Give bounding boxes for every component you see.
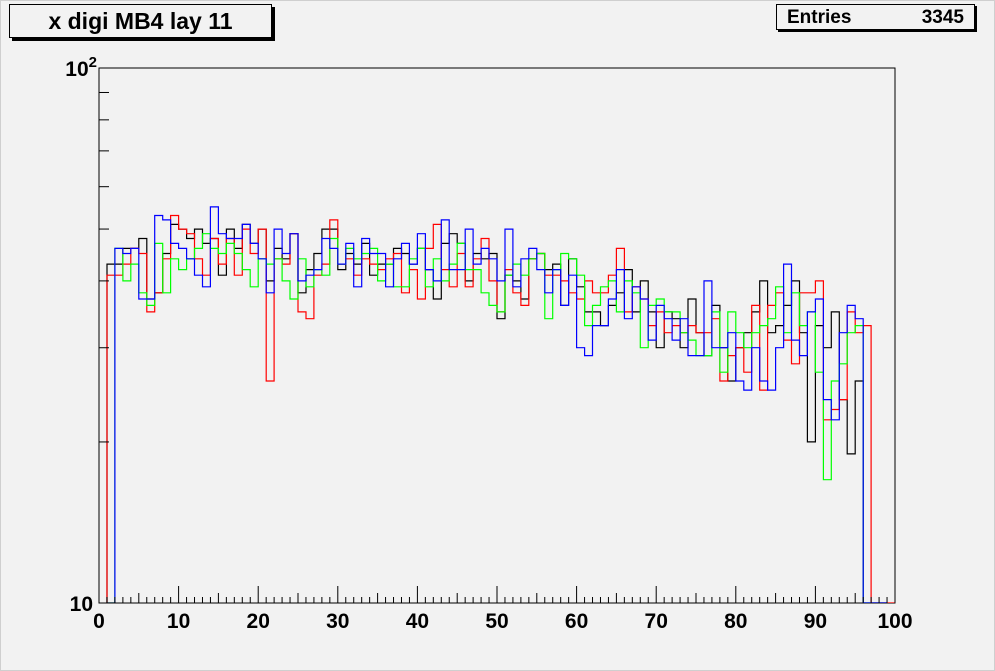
- x-tick-label: 90: [804, 610, 827, 633]
- series-line-3: [107, 206, 887, 603]
- stats-box: Entries 3345: [776, 4, 975, 30]
- x-tick-label: 100: [877, 610, 912, 633]
- x-tick-label: 80: [724, 610, 747, 633]
- stats-value: 3345: [921, 7, 964, 28]
- x-tick-label: 0: [93, 610, 105, 633]
- x-tick-label: 10: [167, 610, 190, 633]
- x-tick-label: 20: [247, 610, 270, 633]
- stats-label: Entries: [787, 7, 852, 28]
- plot-frame: [98, 67, 896, 604]
- series-line-1: [106, 214, 895, 603]
- x-tick-label: 30: [326, 610, 349, 633]
- x-tick-label: 70: [645, 610, 668, 633]
- x-tick-label: 60: [565, 610, 588, 633]
- x-tick-label: 50: [485, 610, 508, 633]
- chart-title-box: x digi MB4 lay 11: [9, 4, 272, 38]
- y-tick-label: 10: [70, 593, 93, 616]
- y-tick-label: 102: [65, 54, 97, 81]
- chart-title: x digi MB4 lay 11: [48, 7, 233, 34]
- x-tick-label: 40: [406, 610, 429, 633]
- series-line-2: [107, 233, 887, 603]
